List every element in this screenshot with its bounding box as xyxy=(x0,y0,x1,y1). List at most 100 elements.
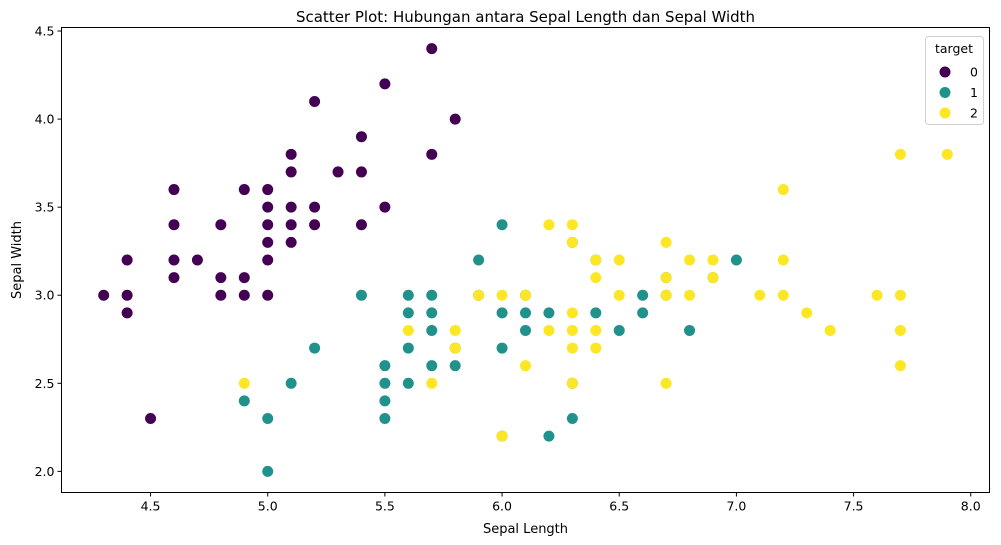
points-layer xyxy=(98,43,953,477)
data-point-target-0 xyxy=(121,289,133,301)
chart-title: Scatter Plot: Hubungan antara Sepal Leng… xyxy=(296,8,755,26)
data-point-target-0 xyxy=(355,131,367,143)
data-point-target-1 xyxy=(309,342,321,354)
data-point-target-1 xyxy=(590,307,602,319)
data-point-target-1 xyxy=(402,289,414,301)
data-point-target-2 xyxy=(566,324,578,336)
data-point-target-2 xyxy=(613,289,625,301)
data-point-target-0 xyxy=(215,272,227,284)
x-axis-label: Sepal Length xyxy=(483,522,568,537)
data-point-target-2 xyxy=(496,289,508,301)
data-point-target-0 xyxy=(379,78,391,90)
data-point-target-1 xyxy=(426,360,438,372)
data-point-target-2 xyxy=(754,289,766,301)
plot-area-frame xyxy=(61,27,990,493)
data-point-target-0 xyxy=(285,166,297,178)
data-point-target-2 xyxy=(473,289,485,301)
data-point-target-2 xyxy=(590,254,602,266)
x-tick-label: 5.5 xyxy=(375,499,395,514)
y-tick-label: 4.0 xyxy=(35,112,55,127)
data-point-target-2 xyxy=(801,307,813,319)
data-point-target-2 xyxy=(871,289,883,301)
data-point-target-2 xyxy=(707,272,719,284)
data-point-target-1 xyxy=(426,324,438,336)
data-point-target-1 xyxy=(543,307,555,319)
y-tick-label: 3.0 xyxy=(35,288,55,303)
data-point-target-0 xyxy=(191,254,203,266)
legend-marker-1 xyxy=(939,87,951,98)
data-point-target-0 xyxy=(285,201,297,213)
data-point-target-2 xyxy=(566,342,578,354)
data-point-target-2 xyxy=(426,377,438,389)
data-point-target-2 xyxy=(660,236,672,248)
data-point-target-2 xyxy=(566,236,578,248)
data-point-target-1 xyxy=(426,307,438,319)
data-point-target-1 xyxy=(613,324,625,336)
data-point-target-2 xyxy=(894,289,906,301)
data-point-target-1 xyxy=(520,307,531,319)
data-point-target-0 xyxy=(449,113,461,125)
data-point-target-2 xyxy=(543,324,555,336)
legend-label-2: 2 xyxy=(970,106,978,121)
data-point-target-0 xyxy=(145,413,157,425)
legend-label-0: 0 xyxy=(970,65,978,80)
legend-marker-2 xyxy=(939,107,951,119)
data-point-target-1 xyxy=(566,413,578,425)
data-point-target-2 xyxy=(590,342,602,354)
x-tick-label: 5.0 xyxy=(258,499,278,514)
data-point-target-0 xyxy=(262,289,274,301)
data-point-target-2 xyxy=(707,254,719,266)
data-point-target-0 xyxy=(238,272,250,284)
data-point-target-2 xyxy=(566,219,578,231)
x-tick-label: 7.0 xyxy=(726,499,746,514)
data-point-target-2 xyxy=(894,148,906,160)
data-point-target-0 xyxy=(262,201,274,213)
y-tick-label: 2.0 xyxy=(35,464,55,479)
data-point-target-0 xyxy=(309,95,321,107)
data-point-target-0 xyxy=(285,219,297,231)
data-point-target-1 xyxy=(496,307,508,319)
data-point-target-1 xyxy=(637,307,649,319)
legend: target 0 1 2 xyxy=(925,36,984,125)
data-point-target-1 xyxy=(637,289,649,301)
data-point-target-2 xyxy=(660,377,672,389)
data-point-target-0 xyxy=(121,254,133,266)
data-point-target-0 xyxy=(285,148,297,160)
data-point-target-0 xyxy=(215,219,227,231)
data-point-target-2 xyxy=(660,289,672,301)
data-point-target-2 xyxy=(777,289,789,301)
data-point-target-1 xyxy=(379,377,391,389)
data-point-target-0 xyxy=(285,236,297,248)
x-tick-label: 7.5 xyxy=(844,499,864,514)
data-point-target-1 xyxy=(262,413,274,425)
data-point-target-1 xyxy=(379,360,391,372)
data-point-target-1 xyxy=(520,324,531,336)
data-point-target-1 xyxy=(285,377,297,389)
data-point-target-2 xyxy=(777,254,789,266)
data-point-target-2 xyxy=(449,324,461,336)
data-point-target-1 xyxy=(402,307,414,319)
data-point-target-0 xyxy=(238,289,250,301)
data-point-target-2 xyxy=(496,430,508,442)
data-point-target-2 xyxy=(590,272,602,284)
data-point-target-1 xyxy=(379,395,391,407)
data-point-target-2 xyxy=(238,377,250,389)
data-point-target-2 xyxy=(777,184,789,196)
data-point-target-2 xyxy=(824,324,836,336)
x-tick-label: 6.0 xyxy=(492,499,512,514)
data-point-target-1 xyxy=(543,430,555,442)
data-point-target-0 xyxy=(238,184,250,196)
y-tick-label: 4.5 xyxy=(35,24,55,39)
data-point-target-0 xyxy=(379,201,391,213)
data-point-target-2 xyxy=(660,272,672,284)
data-point-target-0 xyxy=(355,219,367,231)
data-point-target-1 xyxy=(402,342,414,354)
data-point-target-0 xyxy=(426,148,438,160)
data-point-target-2 xyxy=(566,307,578,319)
x-tick-label: 4.5 xyxy=(141,499,161,514)
data-point-target-1 xyxy=(684,324,696,336)
data-point-target-1 xyxy=(402,377,414,389)
data-point-target-1 xyxy=(449,360,461,372)
